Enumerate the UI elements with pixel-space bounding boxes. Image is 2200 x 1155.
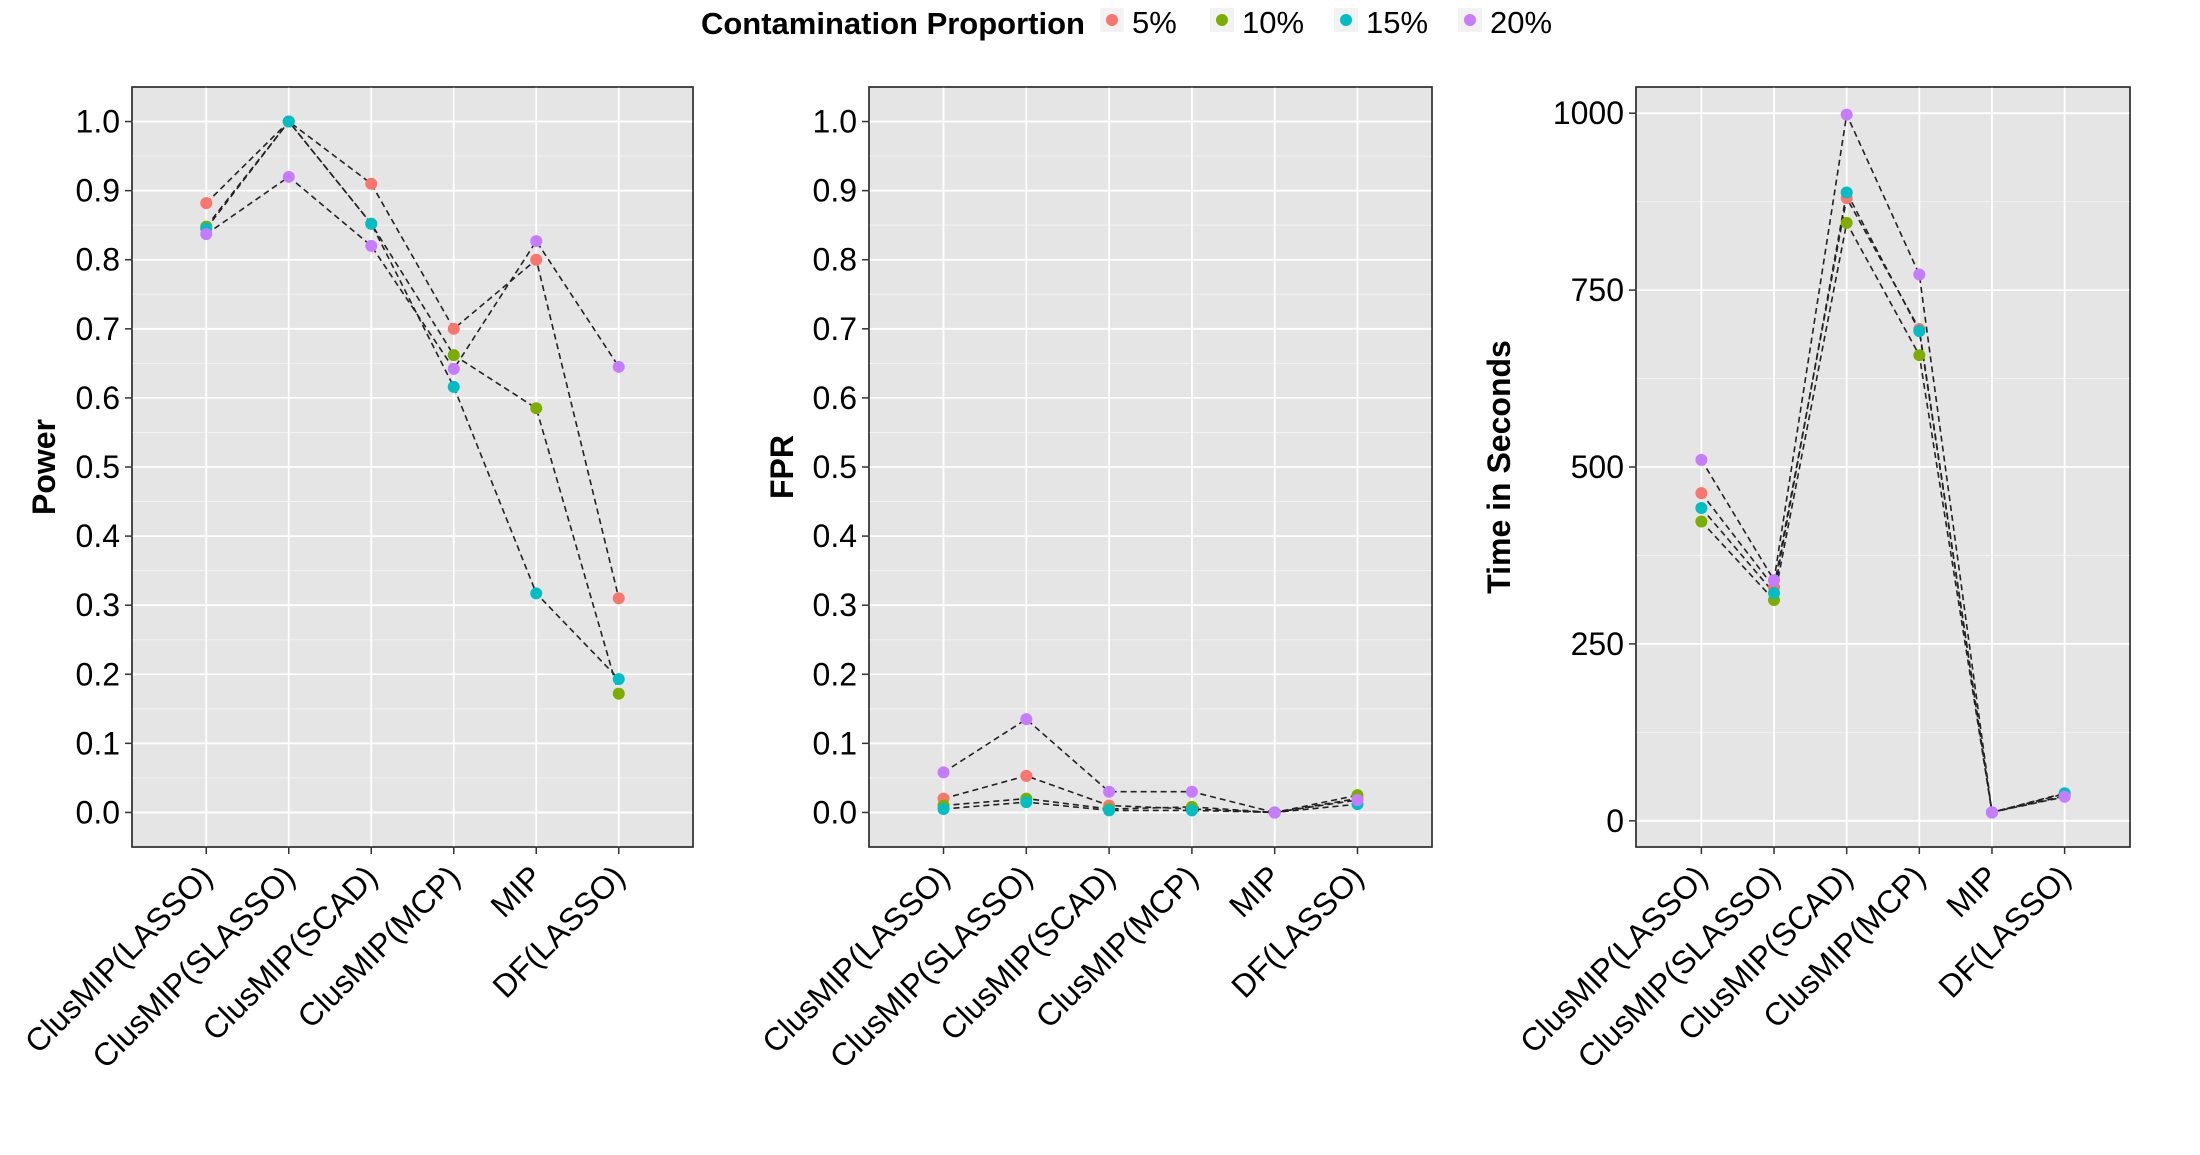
data-point-15% <box>937 803 950 815</box>
y-tick-label: 500 <box>1571 449 1624 485</box>
data-point-20% <box>447 362 460 375</box>
y-tick-label: 0.4 <box>76 518 120 554</box>
data-point-20% <box>2058 790 2071 803</box>
data-point-20% <box>1840 108 1853 121</box>
data-point-20% <box>1268 806 1281 819</box>
y-tick-label: 0.5 <box>813 449 857 485</box>
legend-label-3: 15% <box>1366 5 1428 40</box>
x-tick-label: MIP <box>1222 858 1288 924</box>
legend-label-1: 5% <box>1132 5 1177 40</box>
data-point-15% <box>1185 804 1198 817</box>
data-point-5% <box>530 253 543 266</box>
data-point-15% <box>1103 804 1116 817</box>
data-point-20% <box>200 228 213 241</box>
data-point-5% <box>200 197 213 210</box>
legend-key-2 <box>1216 14 1228 26</box>
data-point-20% <box>282 170 295 183</box>
y-tick-label: 250 <box>1571 626 1624 662</box>
y-axis-title: FPR <box>764 435 800 499</box>
data-point-10% <box>530 402 543 415</box>
series-line-20% <box>1700 111 2065 814</box>
data-point-20% <box>1103 785 1116 798</box>
data-point-15% <box>282 115 295 128</box>
data-point-20% <box>1020 713 1033 726</box>
y-tick-label: 0.3 <box>813 587 857 623</box>
y-tick-label: 0.6 <box>76 380 120 416</box>
data-point-5% <box>1695 487 1708 500</box>
data-point-20% <box>1351 794 1364 807</box>
panel-1: 0.00.10.20.30.40.50.60.70.80.91.0ClusMIP… <box>18 86 694 1075</box>
data-point-10% <box>447 349 460 362</box>
data-point-20% <box>1695 453 1708 466</box>
data-point-15% <box>1695 502 1708 515</box>
data-point-20% <box>365 239 378 252</box>
data-point-5% <box>447 322 460 335</box>
series-line-20% <box>943 718 1358 814</box>
data-point-20% <box>1768 574 1781 587</box>
data-point-15% <box>365 217 378 230</box>
legend-label-4: 20% <box>1490 5 1552 40</box>
data-point-5% <box>612 592 625 605</box>
y-tick-label: 0.2 <box>76 656 120 692</box>
y-tick-label: 0.5 <box>76 449 120 485</box>
legend-key-1 <box>1106 14 1118 26</box>
y-tick-label: 0.1 <box>813 725 857 761</box>
data-point-10% <box>1913 349 1926 362</box>
y-tick-label: 0.8 <box>813 242 857 278</box>
data-point-15% <box>1913 325 1926 338</box>
y-tick-label: 0.3 <box>76 587 120 623</box>
y-axis-title: Power <box>26 419 62 515</box>
data-point-20% <box>1913 268 1926 281</box>
y-tick-label: 750 <box>1571 272 1624 308</box>
y-tick-label: 1.0 <box>813 104 857 140</box>
panels: 0.00.10.20.30.40.50.60.70.80.91.0ClusMIP… <box>18 86 2131 1075</box>
y-tick-label: 0.7 <box>76 311 120 347</box>
data-point-10% <box>1695 515 1708 528</box>
series-line-15% <box>205 120 620 680</box>
x-tick-label: MIP <box>484 858 550 924</box>
y-tick-label: 0.7 <box>813 311 857 347</box>
data-point-15% <box>1020 796 1033 809</box>
data-point-5% <box>1020 769 1033 782</box>
legend-key-4 <box>1464 14 1476 26</box>
y-tick-label: 0.0 <box>813 794 857 830</box>
y-axis-title: Time in Seconds <box>1481 340 1517 594</box>
y-tick-label: 0.6 <box>813 380 857 416</box>
y-tick-label: 1000 <box>1553 95 1624 131</box>
legend-label-2: 10% <box>1242 5 1304 40</box>
legend: Contamination Proportion 5% 10% 15% 20% <box>701 5 1552 41</box>
data-point-5% <box>365 177 378 190</box>
y-tick-label: 1.0 <box>76 104 120 140</box>
data-point-20% <box>612 360 625 373</box>
series-line-5% <box>205 120 620 599</box>
y-tick-label: 0.4 <box>813 518 857 554</box>
panel-3: 02505007501000ClusMIP(LASSO)ClusMIP(SLAS… <box>1481 86 2131 1075</box>
data-point-10% <box>612 687 625 700</box>
y-tick-label: 0.2 <box>813 656 857 692</box>
panel-2: 0.00.10.20.30.40.50.60.70.80.91.0ClusMIP… <box>755 86 1433 1075</box>
legend-title: Contamination Proportion <box>701 6 1085 41</box>
data-point-20% <box>530 235 543 248</box>
y-tick-label: 0.9 <box>813 173 857 209</box>
data-point-15% <box>1840 186 1853 199</box>
data-point-15% <box>612 673 625 686</box>
y-tick-label: 0.9 <box>76 173 120 209</box>
data-point-20% <box>937 766 950 779</box>
data-point-15% <box>530 587 543 600</box>
data-point-10% <box>1840 216 1853 229</box>
y-tick-label: 0.1 <box>76 725 120 761</box>
series-line-20% <box>205 175 620 371</box>
data-point-20% <box>1985 806 1998 819</box>
y-tick-label: 0 <box>1606 803 1624 839</box>
legend-key-3 <box>1340 14 1352 26</box>
data-point-15% <box>1768 586 1781 599</box>
x-tick-label: DF(LASSO) <box>1931 858 2077 1004</box>
data-point-15% <box>447 380 460 393</box>
y-tick-label: 0.0 <box>76 794 120 830</box>
y-tick-label: 0.8 <box>76 242 120 278</box>
data-point-20% <box>1185 785 1198 798</box>
